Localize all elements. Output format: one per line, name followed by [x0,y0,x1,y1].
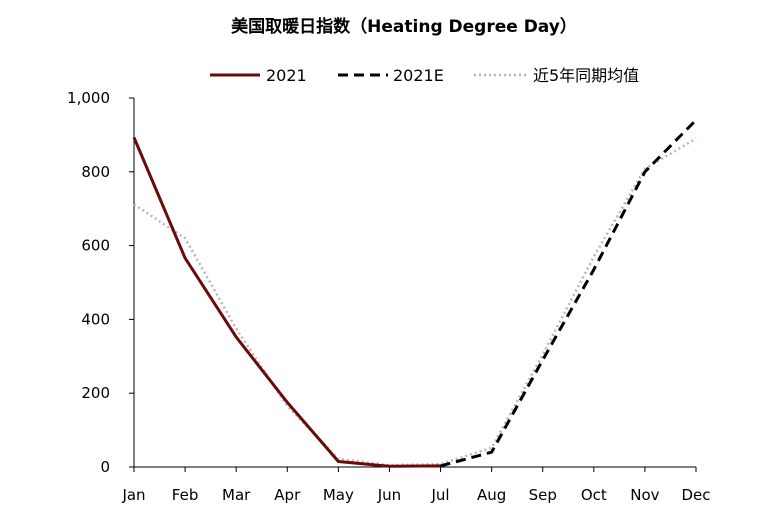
legend-label-1: 2021E [393,66,444,85]
y-tick-label: 1,000 [67,89,110,107]
x-tick-label: Oct [581,486,607,504]
x-tick-label: Dec [681,486,710,504]
x-tick-label: Feb [172,486,199,504]
x-tick-label: Jan [121,486,145,504]
chart-title: 美国取暖日指数（Heating Degree Day） [231,16,577,37]
series-line-1 [440,119,698,468]
x-tick-label: Mar [222,486,251,504]
y-tick-label: 600 [81,237,110,255]
series-layer [132,119,698,468]
x-tick-label: Apr [274,486,301,504]
legend-label-2: 近5年同期均值 [533,66,639,85]
y-tick-label: 200 [81,384,110,402]
legend: 2021 2021E 近5年同期均值 [210,66,639,85]
x-tick-label: Aug [477,486,506,504]
series-line-0 [132,136,441,468]
y-tick-label: 400 [81,310,110,328]
x-tick-label: Jun [377,486,401,504]
y-tick-label: 0 [100,458,110,476]
x-tick-label: May [323,486,354,504]
axes: 0 200 400 600 800 1,000 Jan Feb Mar Apr May Jun Jul A… [67,89,710,504]
x-tick-label: Sep [529,486,557,504]
series-line-2 [133,137,697,467]
legend-label-0: 2021 [266,66,307,85]
x-tick-label: Nov [630,486,659,504]
x-tick-label: Jul [430,486,449,504]
y-tick-label: 800 [81,163,110,181]
